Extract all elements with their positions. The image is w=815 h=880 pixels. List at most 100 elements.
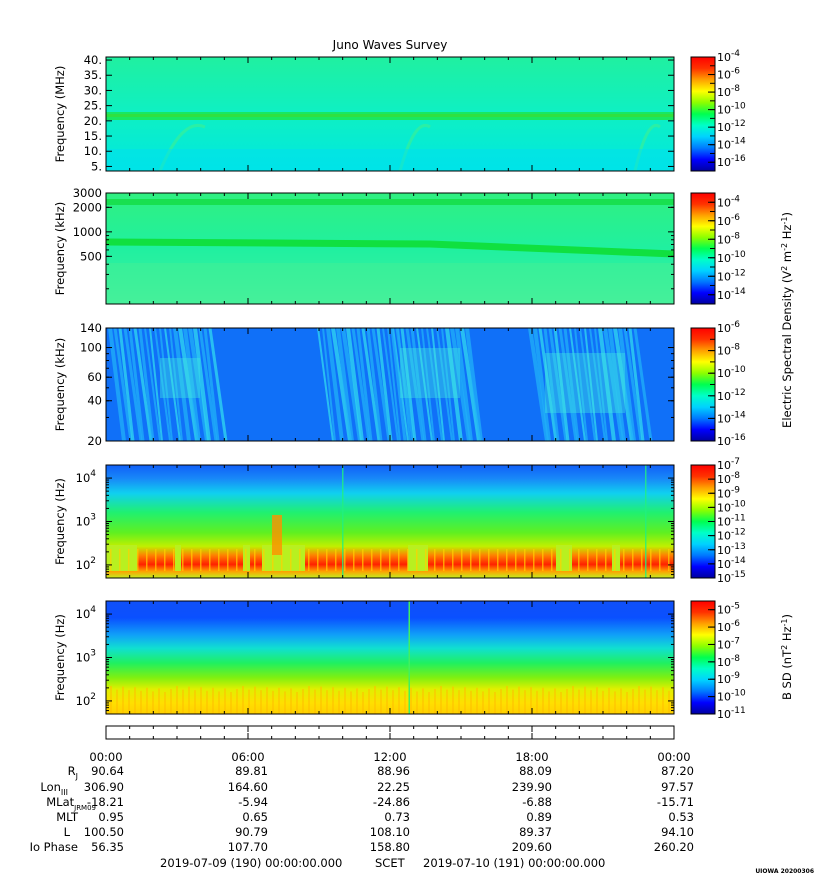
ephemeris-row-label: RJ: [68, 764, 78, 781]
watermark: UIOWA 20200306: [755, 868, 814, 875]
colorbar-tick-label: 10-12: [717, 388, 746, 403]
ephemeris-value: 306.90: [84, 780, 124, 794]
ephemeris-value: 90.79: [235, 825, 268, 839]
colorbar-tick-label: 10-12: [717, 528, 746, 543]
time-range-end: 2019-07-10 (191) 00:00:00.000: [423, 856, 605, 870]
colorbar-tick-label: 10-16: [717, 154, 746, 169]
colorbar-tick-label: 10-13: [717, 542, 746, 557]
ytick-label: 60: [87, 370, 102, 384]
ytick-label: 15.: [84, 129, 102, 143]
ytick-label: 35.: [84, 68, 102, 82]
ytick-label: 10.: [84, 144, 102, 158]
ephemeris-value: 107.70: [228, 840, 268, 854]
ephemeris-value: -24.86: [373, 795, 410, 809]
colorbar-tick-label: 10-6: [717, 320, 740, 335]
ytick-label: 102: [76, 692, 96, 708]
colorbar-tick-label: 10-10: [717, 499, 746, 514]
time-label: 06:00: [231, 750, 264, 764]
time-axis-strip: [105, 725, 675, 740]
ephemeris-value: 89.81: [235, 764, 268, 778]
colorbar-tick-label: 10-8: [717, 343, 740, 358]
ephemeris-value: -15.71: [657, 795, 694, 809]
panel-hz_b: 104 103 102 Frequency (Hz): [53, 600, 675, 715]
ephemeris-value: 239.90: [512, 780, 552, 794]
colorbar-label-electric: Electric Spectral Density (V2 m-2 Hz-1): [780, 212, 794, 428]
ytick-label: 103: [76, 649, 96, 665]
ephemeris-value: 56.35: [91, 840, 124, 854]
colorbar-tick-label: 10-4: [717, 49, 740, 64]
ephemeris-row-label: LonIII: [40, 780, 68, 797]
time-range-footer: 2019-07-09 (190) 00:00:00.000 SCET 2019-…: [160, 856, 605, 870]
colorbar-tick-label: 10-11: [717, 514, 746, 529]
ephemeris-value: 88.96: [377, 764, 410, 778]
ephemeris-row-label: L: [64, 825, 71, 839]
colorbar-tick-label: 10-5: [717, 602, 740, 617]
ytick-label: 20: [87, 434, 102, 448]
figure-title: Juno Waves Survey: [332, 38, 448, 52]
ephemeris-value: 0.95: [98, 810, 124, 824]
ephemeris-value: 260.20: [654, 840, 694, 854]
ytick-label: 20.: [84, 114, 102, 128]
ytick-label: 104: [76, 605, 97, 621]
colorbar-tick-label: 10-14: [717, 287, 746, 302]
ephemeris-value: 0.65: [242, 810, 268, 824]
ephemeris-table: 00:00 06:00 12:00 18:00 00:00 RJ 90.64 89.81 88.…: [30, 750, 694, 854]
colorbar-tick-label: 10-8: [717, 471, 740, 486]
colorbar-tick-label: 10-12: [717, 119, 746, 134]
colorbar-tick-label: 10-7: [717, 636, 740, 651]
ylabel-khz_low: Frequency (kHz): [53, 338, 67, 431]
ephemeris-value: 90.64: [91, 764, 124, 778]
colorbar-tick-label: 10-6: [717, 213, 740, 228]
colorbar-tick-label: 10-15: [717, 570, 746, 585]
ylabel-hz_e: Frequency (Hz): [53, 478, 67, 565]
spectrogram-khz_high: [106, 193, 674, 304]
ephemeris-row-label: MLT: [56, 810, 79, 824]
colorbar-tick-label: 10-16: [717, 433, 746, 448]
colorbar-tick-label: 10-14: [717, 410, 746, 425]
colorbar-tick-label: 10-12: [717, 268, 746, 283]
ytick-label: 500: [80, 249, 102, 263]
ytick-label: 100: [80, 341, 102, 355]
colorbar-label-magnetic: B SD (nT2 Hz-1): [780, 614, 794, 700]
colorbar-tick-label: 10-10: [717, 102, 746, 117]
ephemeris-value: 0.53: [668, 810, 694, 824]
ytick-label: 102: [76, 556, 96, 572]
colorbar-tick-label: 10-8: [717, 654, 740, 669]
ytick-label: 104: [76, 469, 97, 485]
ylabel-khz_high: Frequency (kHz): [53, 202, 67, 295]
spectrogram-khz_low: [106, 328, 674, 441]
ytick-label: 5.: [91, 159, 102, 173]
colorbar-tick-label: 10-8: [717, 84, 740, 99]
ephemeris-value: -6.88: [522, 795, 552, 809]
ephemeris-value: 0.89: [526, 810, 552, 824]
ephemeris-value: 88.09: [519, 764, 552, 778]
ytick-label: 140: [80, 321, 102, 335]
ylabel-hz_b: Frequency (Hz): [53, 614, 67, 701]
ephemeris-row-label: Io Phase: [30, 840, 78, 854]
colorbar-khz_high: 10-4 10-6 10-8 10-10 10-12 10-14: [690, 192, 746, 305]
colorbar-tick-label: 10-4: [717, 194, 740, 209]
ylabel-mhz: Frequency (MHz): [53, 66, 67, 163]
ytick-label: 103: [76, 513, 96, 529]
ephemeris-value: 164.60: [228, 780, 268, 794]
colorbar-tick-label: 10-10: [717, 365, 746, 380]
colorbar-tick-label: 10-11: [717, 706, 746, 721]
ytick-label: 40: [87, 394, 102, 408]
ephemeris-value: -18.21: [87, 795, 124, 809]
colorbar-tick-label: 10-6: [717, 619, 740, 634]
ephemeris-value: 87.20: [661, 764, 694, 778]
time-label: 18:00: [515, 750, 548, 764]
ephemeris-value: -5.94: [238, 795, 268, 809]
ephemeris-value: 158.80: [370, 840, 410, 854]
colorbar-tick-label: 10-9: [717, 485, 740, 500]
ephemeris-value: 108.10: [370, 825, 410, 839]
panel-mhz: 40.35.30. 25.20.15.10.5. Frequency (MHz): [53, 53, 675, 173]
ytick-label: 2000: [73, 200, 102, 214]
colorbar-tick-label: 10-7: [717, 457, 740, 472]
colorbar-hz_b: 10-5 10-6 10-7 10-8 10-9 10-10 10-11: [690, 600, 746, 721]
time-label: 00:00: [657, 750, 690, 764]
colorbar-tick-label: 10-14: [717, 556, 746, 571]
spectrogram-hz_e: [106, 465, 674, 578]
